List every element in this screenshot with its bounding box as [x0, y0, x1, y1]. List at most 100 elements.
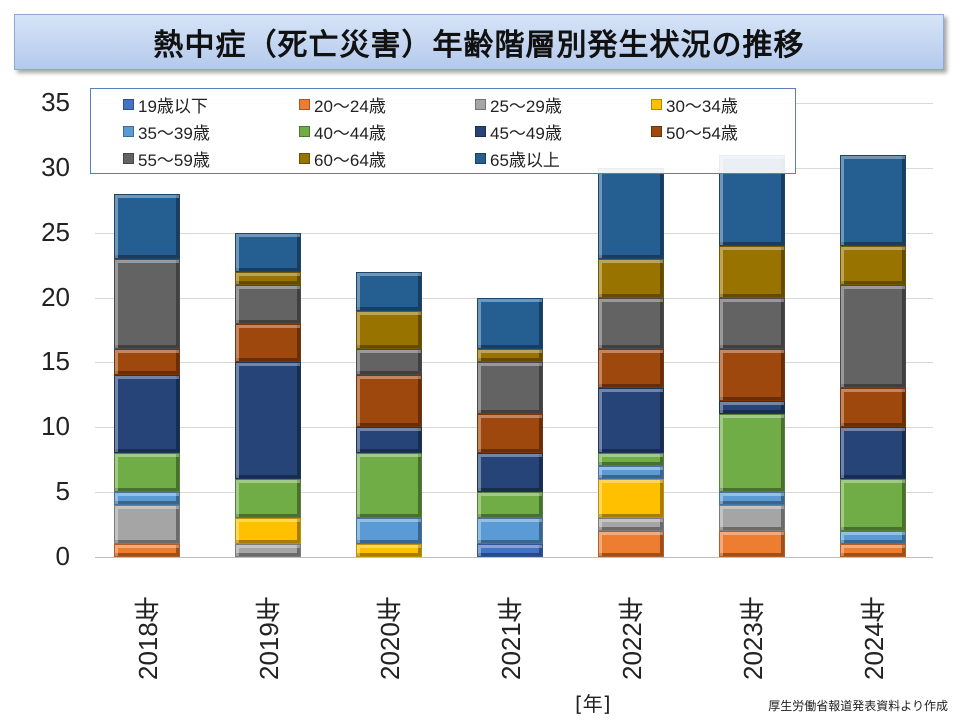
bar-segment [356, 518, 422, 545]
bar-segment [719, 531, 785, 557]
x-tick-label: 2018年 [133, 596, 163, 680]
bar-segment [598, 258, 664, 298]
legend-label: 20～24歳 [314, 97, 386, 116]
bar-segment [235, 271, 301, 285]
bar-segment [719, 492, 785, 506]
legend-swatch-icon [475, 99, 486, 110]
x-tick-label: 2019年 [254, 596, 284, 680]
bar-segment [356, 544, 422, 557]
bar-segment [356, 375, 422, 428]
bar-segment [114, 375, 180, 454]
bar-segment [840, 427, 906, 480]
legend: 19歳以下 20～24歳 25～29歳 30～34歳 35～39歳 40～44歳 45～49… [90, 88, 796, 174]
bar-segment [235, 362, 301, 480]
bar-segment [719, 401, 785, 415]
legend-swatch-icon [475, 126, 486, 137]
bar-segment [719, 297, 785, 350]
bar-segment [114, 453, 180, 493]
bar-segment [840, 479, 906, 532]
bar-segment [114, 505, 180, 545]
bar-segment [356, 349, 422, 376]
bar-segment [598, 466, 664, 480]
bar-segment [840, 284, 906, 389]
x-axis-unit: [年] [575, 692, 611, 716]
bar-segment [477, 297, 543, 350]
bar-segment [356, 453, 422, 519]
bar-segment [719, 245, 785, 298]
bar-segment [477, 362, 543, 415]
y-tick-label: 35 [41, 87, 70, 117]
gridline [95, 232, 933, 234]
bar-segment [235, 544, 301, 557]
legend-item: 55～59歳 [123, 146, 210, 171]
bar-segment [356, 427, 422, 454]
legend-label: 19歳以下 [138, 97, 208, 116]
legend-swatch-icon [299, 99, 310, 110]
legend-item: 50～54歳 [651, 119, 738, 144]
bar-segment [719, 505, 785, 532]
bar-segment [235, 518, 301, 545]
legend-swatch-icon [123, 153, 134, 164]
y-tick-label: 25 [41, 216, 70, 247]
x-tick-label: 2023年 [738, 596, 768, 680]
bar-segment [477, 414, 543, 454]
bar-segment [840, 154, 906, 246]
bar-segment [598, 518, 664, 532]
bar-segment [840, 388, 906, 428]
bar-segment [598, 349, 664, 389]
x-tick-label: 2024年 [859, 596, 889, 680]
bar-segment [598, 297, 664, 350]
y-tick-label: 10 [41, 411, 70, 442]
y-tick-label: 15 [41, 346, 70, 377]
x-tick-label: 2022年 [617, 596, 647, 680]
legend-swatch-icon [651, 126, 662, 137]
bar-segment [235, 479, 301, 519]
legend-item: 20～24歳 [299, 92, 386, 117]
legend-item: 30～34歳 [651, 92, 738, 117]
y-tick-label: 0 [55, 541, 70, 571]
bar-segment [477, 453, 543, 493]
legend-label: 45～49歳 [490, 124, 562, 143]
bar-segment [235, 232, 301, 272]
legend-label: 40～44歳 [314, 124, 386, 143]
x-tick-label: 2021年 [496, 596, 526, 680]
chart-title: 熱中症（死亡災害）年齢階層別発生状況の推移 [14, 14, 944, 70]
bar-segment [114, 544, 180, 557]
legend-item: 25～29歳 [475, 92, 562, 117]
legend-swatch-icon [651, 99, 662, 110]
x-axis-line [95, 557, 933, 558]
bar-segment [356, 271, 422, 311]
legend-label: 50～54歳 [666, 124, 738, 143]
bar-segment [840, 245, 906, 285]
source-note: 厚生労働省報道発表資料より作成 [768, 699, 948, 713]
legend-item: 35～39歳 [123, 119, 210, 144]
bar-segment [598, 479, 664, 519]
bar-segment [719, 349, 785, 402]
bar-segment [235, 323, 301, 363]
bar-segment [719, 414, 785, 493]
legend-swatch-icon [123, 126, 134, 137]
y-tick-label: 30 [41, 151, 70, 182]
legend-label: 65歳以上 [490, 151, 560, 170]
bar-segment [840, 544, 906, 557]
y-tick-label: 5 [55, 476, 70, 507]
legend-swatch-icon [299, 153, 310, 164]
legend-label: 35～39歳 [138, 124, 210, 143]
bar-segment [477, 349, 543, 363]
bar-segment [598, 388, 664, 454]
legend-label: 25～29歳 [490, 97, 562, 116]
bar-segment [840, 531, 906, 545]
legend-item: 19歳以下 [123, 92, 208, 117]
legend-swatch-icon [299, 126, 310, 137]
bar-segment [114, 193, 180, 259]
legend-label: 55～59歳 [138, 151, 210, 170]
legend-item: 40～44歳 [299, 119, 386, 144]
x-tick-label: 2020年 [375, 596, 405, 680]
legend-item: 45～49歳 [475, 119, 562, 144]
legend-swatch-icon [123, 99, 134, 110]
bar-segment [598, 531, 664, 557]
y-tick-label: 20 [41, 281, 70, 312]
bar-segment [598, 167, 664, 259]
